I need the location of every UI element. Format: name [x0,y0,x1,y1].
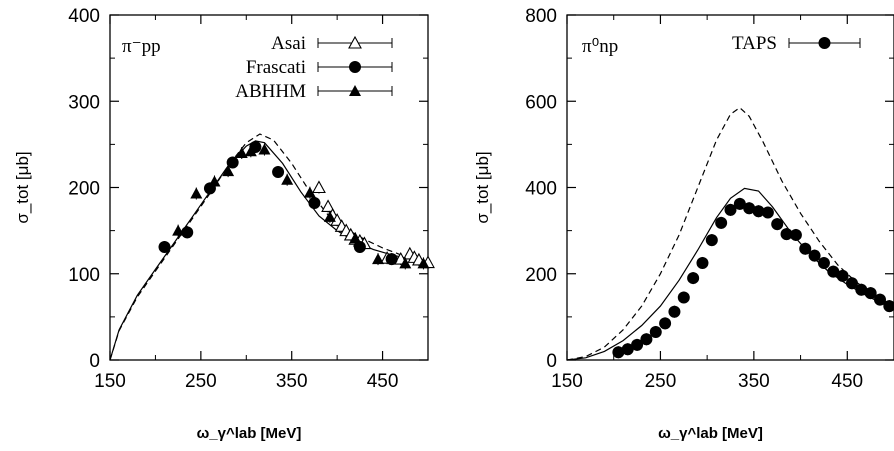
legend-marker-taps [818,37,831,49]
data-point-abhhm [303,186,316,198]
data-point-taps [864,287,877,300]
data-point-abhhm [222,165,235,177]
legend-marker-asai [348,35,362,49]
y-tick-label: 800 [525,6,557,27]
legend-marker-frascati [349,61,361,73]
data-point-frascati [181,226,194,239]
data-point-taps [715,216,728,229]
data-point-taps [827,265,840,278]
data-point-taps [808,249,821,262]
data-point-taps [649,325,662,338]
x-axis-label: ω_γ^lab [MeV] [197,425,302,442]
data-point-taps [752,205,765,218]
data-point-abhhm [190,187,203,199]
y-axis-label: σ_tot [μb] [13,151,32,223]
data-point-taps [612,346,625,359]
data-point-abhhm [349,232,362,244]
data-point-taps [696,256,709,269]
data-point-taps [733,197,746,210]
data-point-taps [855,283,868,296]
data-point-frascati [272,165,285,178]
y-tick-label: 600 [525,92,557,113]
y-tick-label: 200 [525,265,557,286]
y-tick-label: 400 [525,179,557,200]
data-point-abhhm [244,145,257,157]
x-tick-label: 250 [185,371,217,392]
x-tick-label: 450 [367,371,399,392]
y-tick-label: 200 [68,179,100,200]
data-point-abhhm [417,257,430,269]
data-point-frascati [385,253,398,266]
data-point-frascati [158,241,171,254]
right-chart-panel: 150 250 350 450 0 200 400 600 800 ω_γ^lab [MeV] σ_… [473,6,894,442]
panel-label: π⁻pp [122,36,161,57]
data-point-asai [321,199,335,213]
y-tick-label: 0 [546,351,557,372]
data-point-taps [621,343,634,356]
data-point-abhhm [399,257,412,269]
data-point-taps [677,291,690,304]
data-point-taps [817,256,830,269]
data-point-frascati [226,156,239,169]
x-axis-label: ω_γ^lab [MeV] [658,425,763,442]
data-point-taps [771,218,784,231]
solid-curve [566,187,894,361]
data-point-taps [640,333,653,346]
data-point-abhhm [235,147,248,158]
solid-curve [109,140,429,361]
x-tick-label: 350 [738,371,770,392]
data-point-abhhm [172,224,185,236]
x-tick-label: 450 [831,371,863,392]
data-point-taps [780,228,793,241]
panel-label: π⁰np [582,36,618,57]
data-point-taps [761,206,774,219]
data-point-taps [631,338,644,351]
left-chart-panel: 150 250 350 450 0 100 200 300 400 ω_γ^lab [MeV] σ_… [13,6,435,442]
data-point-frascati [353,241,366,254]
x-tick-label: 350 [276,371,308,392]
data-point-abhhm [281,173,294,185]
x-tick-label: 150 [94,371,126,392]
dashed-curve [109,133,429,361]
data-point-taps [705,234,718,247]
data-point-taps [668,305,681,318]
data-point-taps [799,242,812,255]
data-point-frascati [308,197,321,210]
y-tick-label: 100 [68,265,100,286]
data-point-asai [312,180,326,194]
data-point-abhhm [372,253,385,265]
data-point-taps [845,277,858,290]
data-point-taps [873,293,886,306]
data-point-taps [789,228,802,241]
legend-label: Asai [271,33,306,54]
data-point-abhhm [208,175,221,187]
y-tick-label: 0 [89,351,100,372]
legend-label: Frascati [246,57,306,78]
data-point-taps [883,300,894,313]
data-point-taps [659,317,672,330]
x-tick-label: 150 [551,371,583,392]
data-point-taps [724,203,737,216]
legend-label: ABHHM [235,81,306,102]
y-tick-label: 300 [68,92,100,113]
legend-label: TAPS [732,33,777,54]
data-point-taps [836,269,849,282]
y-tick-label: 400 [68,6,100,27]
dashed-curve [566,106,894,361]
data-point-abhhm [323,210,336,222]
y-axis-label: σ_tot [μb] [473,151,492,223]
data-point-taps [687,272,700,285]
x-tick-label: 250 [645,371,677,392]
data-point-taps [743,202,756,215]
data-point-abhhm [258,143,271,155]
legend-marker-abhhm [349,85,361,96]
plot-frame [566,14,894,361]
